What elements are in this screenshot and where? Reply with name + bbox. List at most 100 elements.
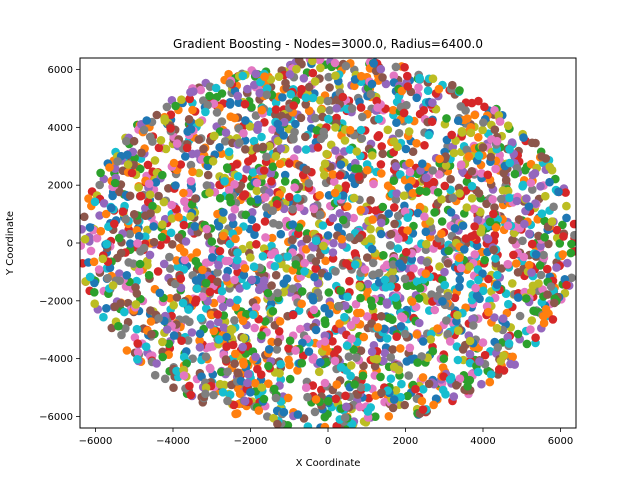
scatter-point — [260, 317, 270, 326]
scatter-point — [150, 156, 160, 165]
scatter-point — [192, 248, 202, 257]
scatter-point — [351, 260, 360, 269]
scatter-point — [248, 208, 257, 217]
scatter-point — [179, 220, 189, 230]
x-tick-label: −6000 — [79, 436, 113, 447]
scatter-point — [229, 400, 239, 410]
scatter-point — [308, 58, 317, 66]
scatter-point — [108, 191, 117, 201]
scatter-point — [233, 295, 242, 305]
scatter-point — [479, 118, 488, 127]
scatter-point — [415, 186, 425, 195]
scatter-point — [408, 188, 418, 198]
scatter-point — [218, 302, 228, 312]
scatter-point — [85, 272, 95, 282]
scatter-point — [510, 169, 520, 179]
scatter-point — [539, 311, 548, 321]
scatter-point — [133, 239, 142, 248]
scatter-point — [273, 419, 282, 428]
scatter-point — [207, 237, 217, 246]
scatter-point — [335, 209, 345, 218]
scatter-point — [376, 372, 385, 382]
scatter-point — [276, 229, 286, 239]
scatter-point — [430, 208, 439, 217]
scatter-point — [241, 116, 250, 125]
scatter-point — [567, 239, 576, 249]
scatter-point — [279, 287, 289, 297]
scatter-point — [132, 324, 142, 334]
scatter-point — [275, 369, 284, 378]
scatter-point — [449, 392, 459, 401]
scatter-point — [133, 339, 142, 348]
scatter-point — [434, 84, 444, 94]
scatter-point — [376, 229, 386, 239]
scatter-point — [483, 234, 493, 244]
scatter-point — [508, 352, 517, 362]
scatter-point — [158, 220, 167, 229]
scatter-point — [323, 96, 333, 106]
scatter-point — [474, 151, 484, 160]
scatter-point — [162, 102, 172, 112]
scatter-point — [290, 127, 299, 137]
scatter-point — [491, 164, 500, 174]
scatter-point — [254, 406, 264, 415]
scatter-point — [252, 144, 262, 153]
scatter-point — [158, 170, 167, 180]
scatter-point — [467, 167, 477, 176]
scatter-point — [480, 350, 490, 360]
scatter-point — [412, 139, 421, 148]
scatter-point — [285, 192, 294, 202]
scatter-point — [570, 230, 576, 240]
scatter-point — [301, 93, 311, 102]
scatter-point — [330, 58, 340, 68]
scatter-point — [253, 195, 262, 204]
scatter-point — [377, 142, 387, 151]
scatter-point — [403, 213, 413, 222]
scatter-point — [453, 355, 463, 365]
scatter-point — [180, 255, 190, 265]
scatter-point — [166, 124, 175, 133]
scatter-point — [440, 267, 449, 277]
scatter-point — [257, 132, 266, 142]
scatter-point — [233, 172, 243, 181]
scatter-point — [143, 225, 152, 235]
scatter-point — [447, 130, 457, 140]
scatter-point — [350, 164, 360, 173]
scatter-point — [484, 307, 493, 317]
scatter-point — [262, 84, 272, 93]
scatter-point — [297, 358, 307, 368]
scatter-point — [400, 274, 410, 284]
scatter-point — [409, 264, 418, 273]
scatter-point — [370, 361, 380, 371]
scatter-point — [401, 144, 411, 154]
scatter-point — [267, 177, 276, 186]
scatter-point — [529, 306, 538, 316]
scatter-point — [332, 380, 342, 389]
scatter-point — [391, 386, 401, 395]
scatter-point — [186, 125, 196, 134]
scatter-point — [252, 178, 262, 188]
scatter-point — [358, 112, 367, 122]
scatter-point — [347, 419, 357, 428]
scatter-point — [171, 181, 180, 190]
scatter-point — [367, 319, 376, 328]
scatter-point — [453, 310, 462, 320]
scatter-point — [283, 252, 292, 261]
scatter-point — [249, 310, 258, 320]
scatter-point — [261, 233, 270, 242]
scatter-point — [363, 407, 373, 416]
scatter-point — [449, 148, 459, 158]
scatter-point — [169, 301, 178, 310]
scatter-point — [409, 221, 418, 231]
scatter-point — [352, 353, 361, 363]
scatter-point — [139, 243, 149, 253]
scatter-point — [192, 284, 202, 293]
scatter-point — [127, 168, 137, 178]
scatter-point — [310, 407, 320, 417]
scatter-point — [149, 222, 158, 231]
scatter-point — [239, 270, 249, 280]
scatter-point — [316, 134, 326, 144]
scatter-point — [301, 145, 311, 154]
scatter-point — [363, 253, 372, 262]
scatter-point — [350, 81, 359, 91]
